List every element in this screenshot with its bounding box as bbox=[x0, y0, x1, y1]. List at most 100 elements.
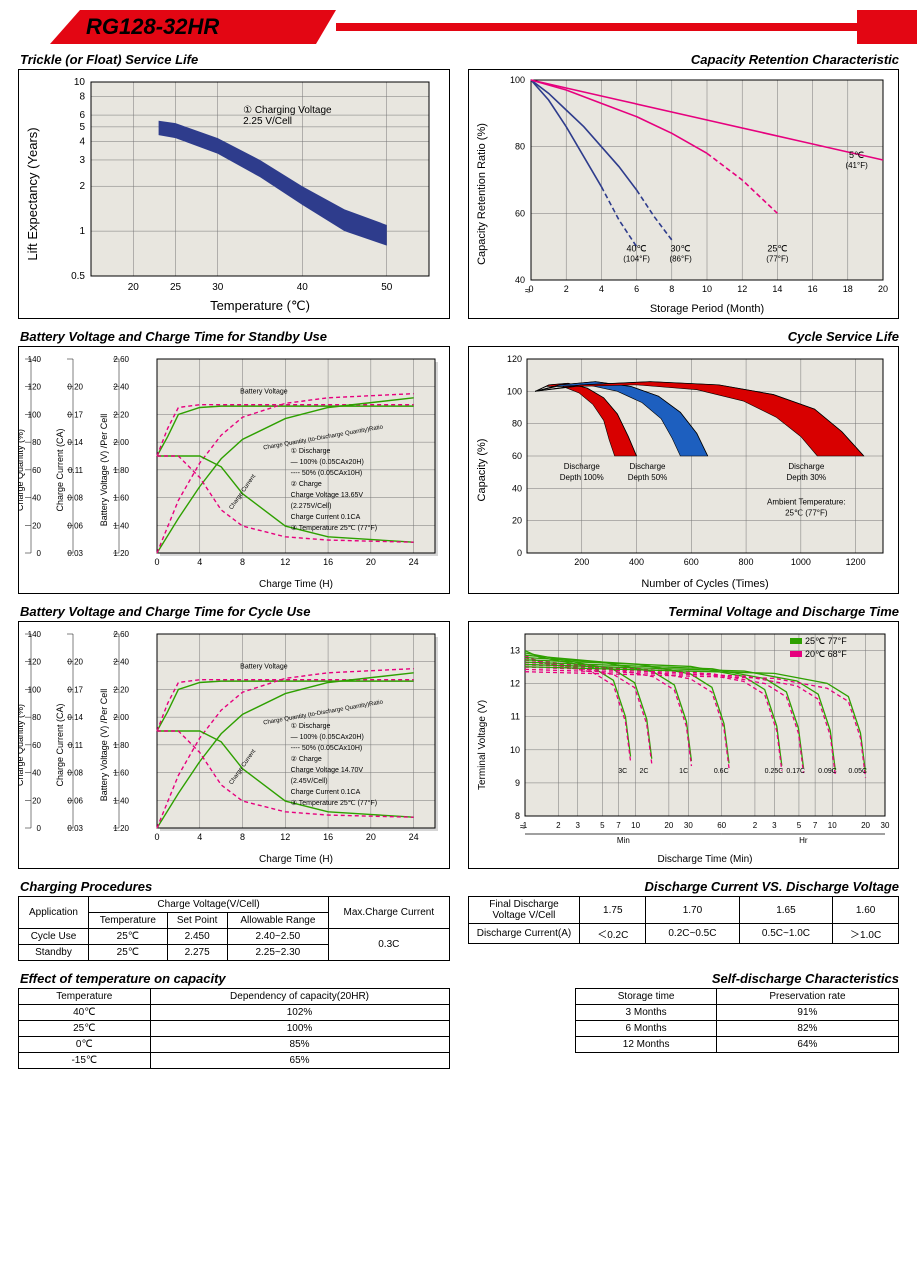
svg-text:4: 4 bbox=[598, 284, 603, 294]
table-cell: 0.3C bbox=[329, 929, 449, 961]
svg-text:1200: 1200 bbox=[845, 557, 865, 567]
svg-text:8: 8 bbox=[240, 557, 245, 567]
svg-text:0: 0 bbox=[154, 557, 159, 567]
svg-text:25℃: 25℃ bbox=[767, 243, 787, 253]
table-cell: 1.75 bbox=[580, 897, 646, 924]
svg-text:50: 50 bbox=[381, 282, 393, 293]
svg-text:2.40: 2.40 bbox=[113, 383, 129, 392]
svg-text:60: 60 bbox=[511, 451, 521, 461]
svg-text:0: 0 bbox=[154, 832, 159, 842]
table-cell: 100% bbox=[150, 1021, 449, 1037]
chargeproc-section: Charging Procedures Application Charge V… bbox=[18, 877, 450, 961]
table-cell: 0℃ bbox=[19, 1037, 151, 1053]
svg-text:(77°F): (77°F) bbox=[766, 254, 789, 263]
svg-text:12: 12 bbox=[280, 557, 290, 567]
table-cell: 25℃ bbox=[19, 1021, 151, 1037]
svg-text:5: 5 bbox=[796, 821, 801, 830]
svg-text:800: 800 bbox=[738, 557, 753, 567]
standby-chart: 00.031.20200.061.40400.081.60600.111.808… bbox=[18, 346, 450, 594]
svg-text:20: 20 bbox=[32, 521, 41, 530]
svg-text:0.05C: 0.05C bbox=[848, 768, 867, 775]
svg-text:4: 4 bbox=[197, 557, 202, 567]
table-cell: Charge Voltage(V/Cell) bbox=[88, 897, 328, 913]
svg-text:80: 80 bbox=[514, 142, 524, 152]
table-cell: 25℃ bbox=[88, 929, 167, 945]
table-cell: Discharge Current(A) bbox=[468, 924, 580, 944]
svg-text:0: 0 bbox=[516, 548, 521, 558]
table-cell: 85% bbox=[150, 1037, 449, 1053]
table-cell: Standby bbox=[19, 945, 89, 961]
svg-text:1C: 1C bbox=[679, 768, 688, 775]
svg-text:18: 18 bbox=[842, 284, 852, 294]
svg-text:(86°F): (86°F) bbox=[669, 254, 692, 263]
svg-text:40: 40 bbox=[297, 282, 309, 293]
svg-text:8: 8 bbox=[669, 284, 674, 294]
svg-text:12: 12 bbox=[280, 832, 290, 842]
table-cell: 2.275 bbox=[167, 945, 227, 961]
svg-text:1.40: 1.40 bbox=[113, 521, 129, 530]
table-cell: 91% bbox=[716, 1005, 898, 1021]
svg-text:40: 40 bbox=[514, 275, 524, 285]
table-cell: -15℃ bbox=[19, 1053, 151, 1069]
svg-text:0.17C: 0.17C bbox=[786, 768, 805, 775]
svg-text:120: 120 bbox=[506, 354, 521, 364]
tempeff-table: TemperatureDependency of capacity(20HR)4… bbox=[18, 988, 450, 1069]
svg-text:20: 20 bbox=[366, 557, 376, 567]
svg-text:5℃: 5℃ bbox=[849, 150, 864, 160]
table-header: Preservation rate bbox=[716, 989, 898, 1005]
svg-text:Charge Current (CA): Charge Current (CA) bbox=[55, 703, 65, 786]
trickle-title: Trickle (or Float) Service Life bbox=[20, 52, 450, 67]
table-cell: Max.Charge Current bbox=[329, 897, 449, 929]
table-cell: 2.25~2.30 bbox=[227, 945, 329, 961]
cyclelife-title: Cycle Service Life bbox=[470, 329, 900, 344]
svg-text:20℃ 68°F: 20℃ 68°F bbox=[805, 649, 847, 659]
svg-text:16: 16 bbox=[323, 557, 333, 567]
selfd-title: Self-discharge Characteristics bbox=[470, 971, 900, 986]
svg-text:0.6C: 0.6C bbox=[713, 768, 728, 775]
table-cell: 25℃ bbox=[88, 945, 167, 961]
dcv-title: Discharge Current VS. Discharge Voltage bbox=[470, 879, 900, 894]
svg-text:Discharge Time (Min): Discharge Time (Min) bbox=[657, 854, 752, 865]
svg-text:Temperature (℃): Temperature (℃) bbox=[210, 298, 310, 313]
svg-text:3C: 3C bbox=[618, 768, 627, 775]
svg-text:Battery Voltage: Battery Voltage bbox=[240, 389, 288, 396]
chargeproc-title: Charging Procedures bbox=[20, 879, 450, 894]
svg-text:8: 8 bbox=[79, 91, 85, 102]
table-header: Storage time bbox=[576, 989, 717, 1005]
table-cell: 2.40~2.50 bbox=[227, 929, 329, 945]
chargeproc-table: Application Charge Voltage(V/Cell) Max.C… bbox=[18, 896, 450, 961]
svg-text:8: 8 bbox=[240, 832, 245, 842]
svg-text:120: 120 bbox=[28, 383, 42, 392]
svg-text:1.60: 1.60 bbox=[113, 494, 129, 503]
table-cell: 82% bbox=[716, 1021, 898, 1037]
tempeff-section: Effect of temperature on capacity Temper… bbox=[18, 969, 450, 1069]
tempeff-title: Effect of temperature on capacity bbox=[20, 971, 450, 986]
svg-text:30: 30 bbox=[683, 821, 692, 830]
svg-text:100: 100 bbox=[28, 685, 42, 694]
svg-text:7: 7 bbox=[812, 821, 817, 830]
svg-text:3: 3 bbox=[575, 821, 580, 830]
svg-text:Charge Time (H): Charge Time (H) bbox=[259, 854, 333, 865]
svg-text:100: 100 bbox=[28, 410, 42, 419]
table-cell: 2.450 bbox=[167, 929, 227, 945]
svg-text:80: 80 bbox=[511, 419, 521, 429]
svg-text:4: 4 bbox=[197, 832, 202, 842]
svg-text:20: 20 bbox=[32, 796, 41, 805]
svg-text:10: 10 bbox=[827, 821, 836, 830]
svg-text:20: 20 bbox=[877, 284, 887, 294]
capret-section: Capacity Retention Characteristic 024681… bbox=[468, 50, 900, 319]
svg-text:8: 8 bbox=[514, 811, 519, 821]
table-cell: Allowable Range bbox=[227, 913, 329, 929]
svg-text:11: 11 bbox=[510, 712, 519, 722]
svg-text:2: 2 bbox=[556, 821, 561, 830]
svg-text:2: 2 bbox=[79, 181, 85, 192]
svg-text:0.11: 0.11 bbox=[68, 741, 84, 750]
svg-text:20: 20 bbox=[128, 282, 140, 293]
table-cell: Set Point bbox=[167, 913, 227, 929]
svg-text:2.60: 2.60 bbox=[113, 630, 129, 639]
svg-text:0.06: 0.06 bbox=[67, 521, 83, 530]
svg-text:24: 24 bbox=[409, 832, 419, 842]
svg-text:30: 30 bbox=[880, 821, 889, 830]
table-cell: ＜0.2C bbox=[580, 924, 646, 944]
cycleuse-section: Battery Voltage and Charge Time for Cycl… bbox=[18, 602, 450, 869]
